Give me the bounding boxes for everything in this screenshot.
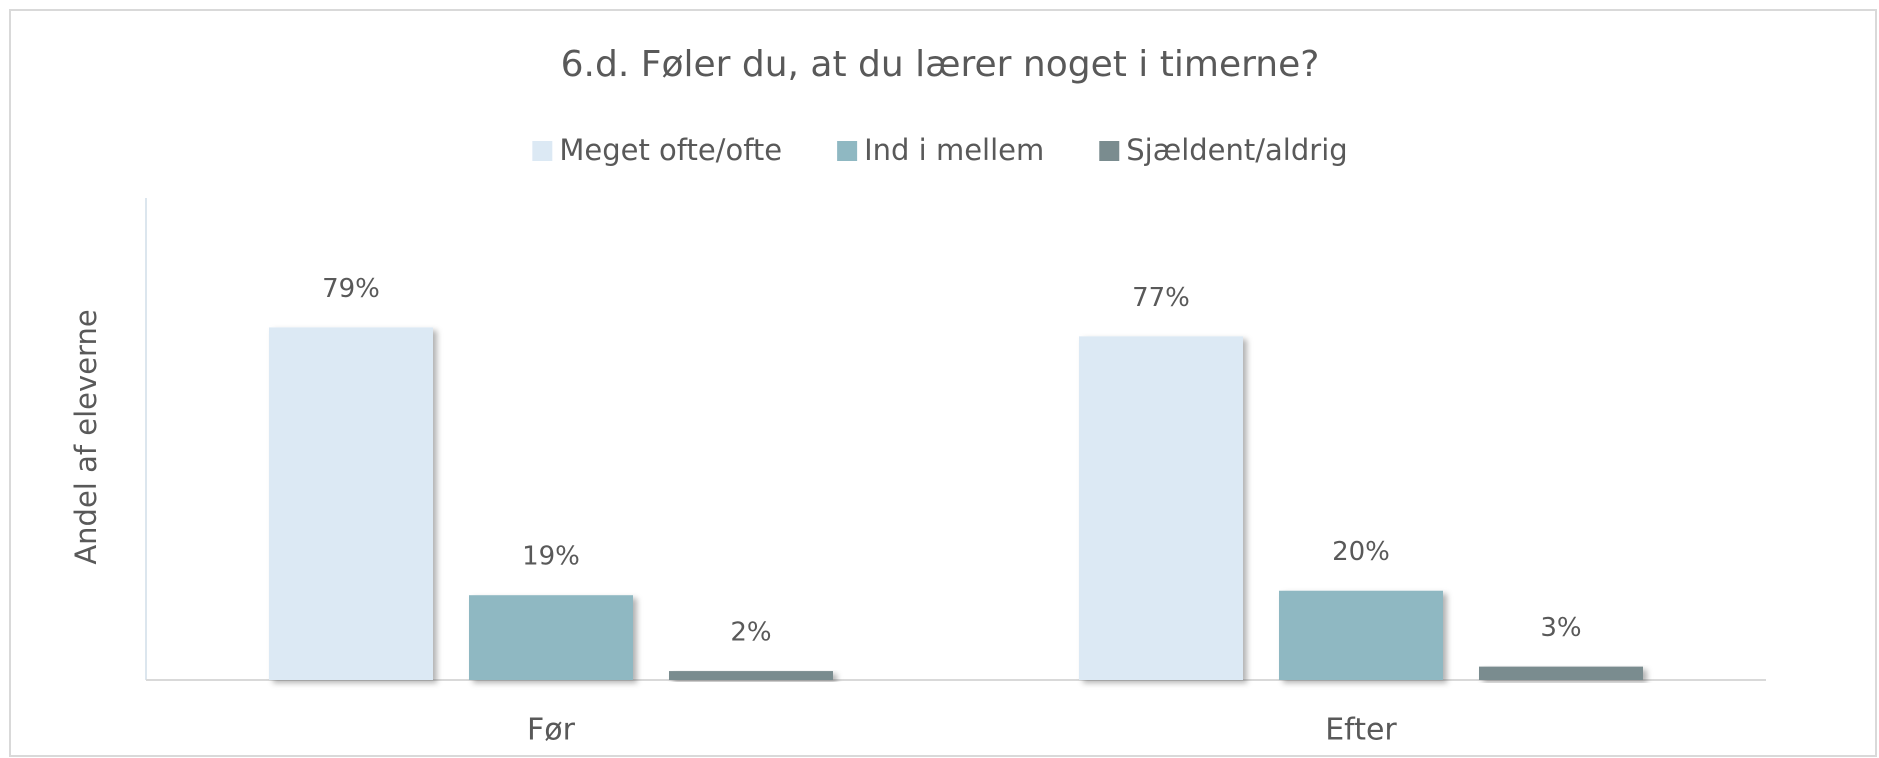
data-label: 19% [522, 542, 580, 572]
bar [469, 595, 633, 680]
data-label: 79% [322, 274, 380, 304]
bar [1479, 666, 1643, 680]
legend-label: Meget ofte/ofte [559, 133, 782, 167]
legend: Meget ofte/ofte Ind i mellem Sjældent/aldr… [532, 133, 1348, 167]
bar [1279, 590, 1443, 680]
legend-swatch [1099, 141, 1120, 161]
bar [669, 671, 833, 680]
bar [1079, 336, 1243, 680]
bar [269, 327, 433, 680]
data-label: 20% [1332, 537, 1390, 567]
legend-swatch [532, 141, 553, 161]
y-axis-label: Andel af eleverne [69, 309, 103, 564]
legend-swatch [837, 141, 858, 161]
data-label: 3% [1540, 613, 1581, 643]
x-tick-label: Før [527, 713, 576, 748]
x-tick-label: Efter [1325, 713, 1397, 748]
chart-title: 6.d. Føler du, at du lærer noget i timer… [561, 44, 1320, 85]
data-label: 2% [730, 618, 771, 648]
legend-label: Sjældent/aldrig [1126, 133, 1347, 167]
legend-label: Ind i mellem [864, 133, 1044, 167]
data-label: 77% [1132, 283, 1190, 313]
